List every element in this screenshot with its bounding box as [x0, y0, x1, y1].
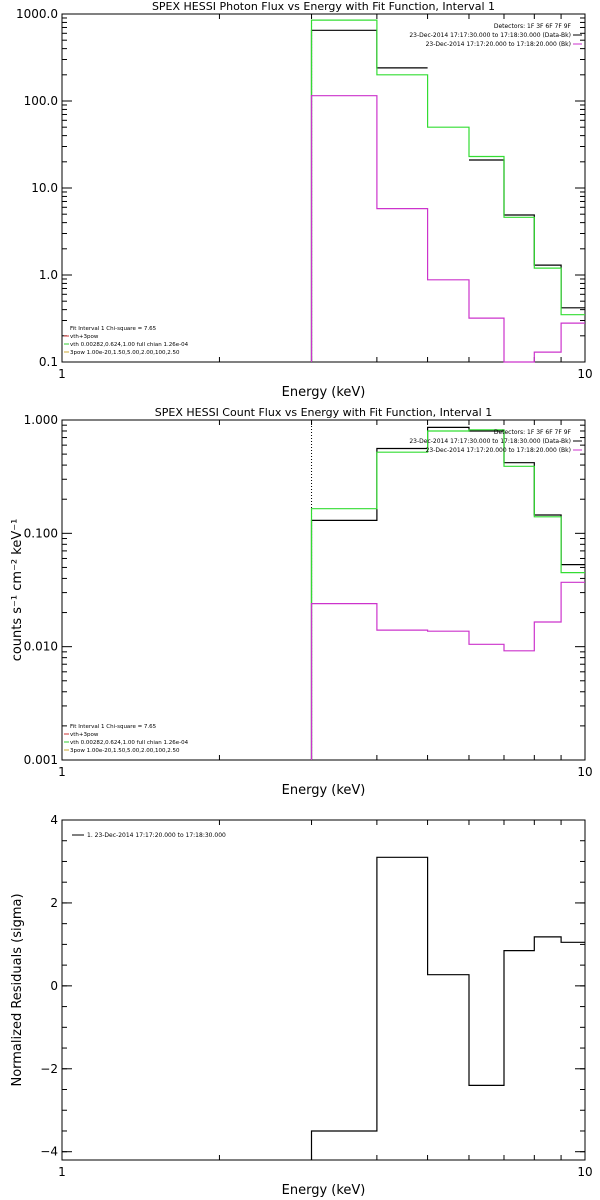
y-tick-label: −2: [40, 1062, 58, 1076]
y-tick-label: 0.100: [24, 526, 58, 540]
x-tick-label: 10: [577, 367, 592, 381]
legend-bottom-entry: 3pow 1.00e-20,1.50,5.00,2.00,100,2.50: [70, 748, 180, 754]
x-tick-label: 10: [577, 765, 592, 779]
y-tick-label: 1000.0: [16, 7, 58, 21]
y-tick-label: 10.0: [31, 181, 58, 195]
x-tick-label: 1: [58, 765, 66, 779]
y-tick-label: 1.000: [24, 413, 58, 427]
x-tick-label: 10: [577, 1165, 592, 1179]
series-3-step-line: [310, 95, 585, 363]
x-tick-label: 1: [58, 1165, 66, 1179]
series-1-step-line: [310, 426, 585, 760]
x-axis-label: Energy (keV): [282, 1183, 366, 1198]
x-tick-label: 1: [58, 367, 66, 381]
legend-bottom-entry: vth+3pow: [70, 732, 99, 738]
x-axis-label: Energy (keV): [282, 783, 366, 798]
plot-frame: [61, 13, 586, 363]
y-tick-label: 100.0: [24, 94, 58, 108]
legend-top-entry: Detectors: 1F 3F 6F 7F 9F: [494, 429, 572, 436]
y-tick-label: 1.0: [39, 268, 58, 282]
x-axis-label: Energy (keV): [282, 385, 366, 400]
series-1-step-line: [310, 856, 585, 1160]
chart-title: SPEX HESSI Photon Flux vs Energy with Fi…: [152, 0, 495, 13]
series-3-step-line: [310, 581, 585, 760]
legend-bottom-entry: 3pow 1.00e-20,1.50,5.00,2.00,100,2.50: [70, 350, 180, 356]
chart-title: SPEX HESSI Count Flux vs Energy with Fit…: [155, 406, 492, 419]
legend-top-entry: 23-Dec-2014 17:17:30.000 to 17:18:30.000…: [409, 438, 571, 445]
series-2-step-line: [310, 429, 585, 760]
y-tick-label: 0.1: [39, 355, 58, 369]
legend-bottom-entry: vth 0.00282,0.624,1.00 full chian 1.26e-…: [70, 740, 189, 746]
legend-top-entry: Detectors: 1F 3F 6F 7F 9F: [494, 23, 572, 30]
y-tick-label: 0.001: [24, 753, 58, 767]
chart-panel-3: 1 10 Energy (keV) −4 −2 0 2 4 Normalized Residua…: [10, 813, 593, 1198]
y-axis-label: counts s⁻¹ cm⁻² keV⁻¹: [10, 519, 25, 662]
series-1-step-line: [310, 29, 585, 362]
y-tick-label: 2: [50, 896, 58, 910]
legend-bottom-entry: Fit Interval 1 Chi-square = 7.65: [70, 724, 157, 730]
residual-legend-entry: 1. 23-Dec-2014 17:17:20.000 to 17:18:30.…: [87, 832, 226, 839]
legend-top-entry: 23-Dec-2014 17:17:20.000 to 17:18:20.000…: [426, 41, 571, 48]
y-tick-label: −4: [40, 1145, 58, 1159]
plot-frame: [61, 419, 586, 761]
plot-frame: [61, 819, 586, 1161]
legend-top-entry: 23-Dec-2014 17:17:30.000 to 17:18:30.000…: [409, 32, 571, 39]
legend-bottom-entry: vth+3pow: [70, 334, 99, 340]
chart-panel-2: SPEX HESSI Count Flux vs Energy with Fit…: [10, 406, 593, 798]
y-tick-label: 0.010: [24, 640, 58, 654]
legend-top-entry: 23-Dec-2014 17:17:20.000 to 17:18:20.000…: [426, 447, 571, 454]
series-2-step-line: [310, 19, 585, 362]
chart-panel-1: SPEX HESSI Photon Flux vs Energy with Fi…: [16, 0, 593, 400]
y-axis-label: Normalized Residuals (sigma): [10, 893, 25, 1086]
legend-bottom-entry: vth 0.00282,0.624,1.00 full chian 1.26e-…: [70, 342, 189, 348]
legend-bottom-entry: Fit Interval 1 Chi-square = 7.65: [70, 326, 157, 332]
y-tick-label: 4: [50, 813, 58, 827]
y-tick-label: 0: [50, 979, 58, 993]
